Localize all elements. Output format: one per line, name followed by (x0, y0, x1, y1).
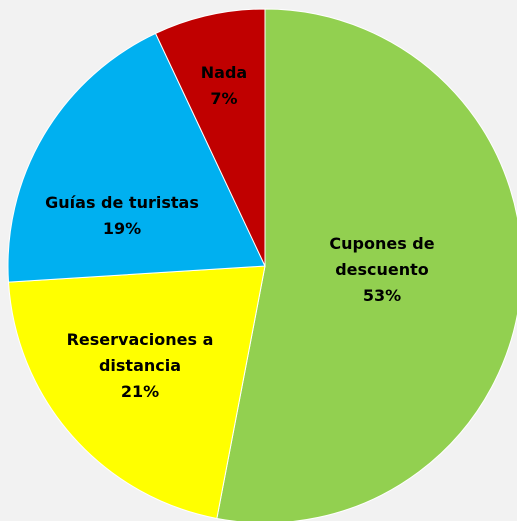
slice-label: Cupones de descuento 53% (317, 231, 447, 309)
value-label: 21% (120, 382, 160, 401)
category-label: Nada (200, 63, 248, 82)
category-label: Guías de turistas (45, 193, 199, 212)
value-label: 53% (362, 286, 402, 305)
pie-slice (154, 8, 266, 267)
slice-label: Reservaciones a distancia 21% (40, 327, 240, 405)
value-label: 7% (210, 89, 238, 108)
slice-label: Guías de turistas 19% (7, 190, 237, 242)
category-label: Cupones de descuento (329, 234, 435, 279)
value-label: 19% (102, 219, 142, 238)
pie-slice (7, 265, 266, 520)
pie-slice (7, 32, 266, 283)
category-label: Reservaciones a distancia (66, 330, 214, 375)
slice-label: Nada 7% (184, 60, 264, 112)
pie-slice (216, 8, 517, 521)
